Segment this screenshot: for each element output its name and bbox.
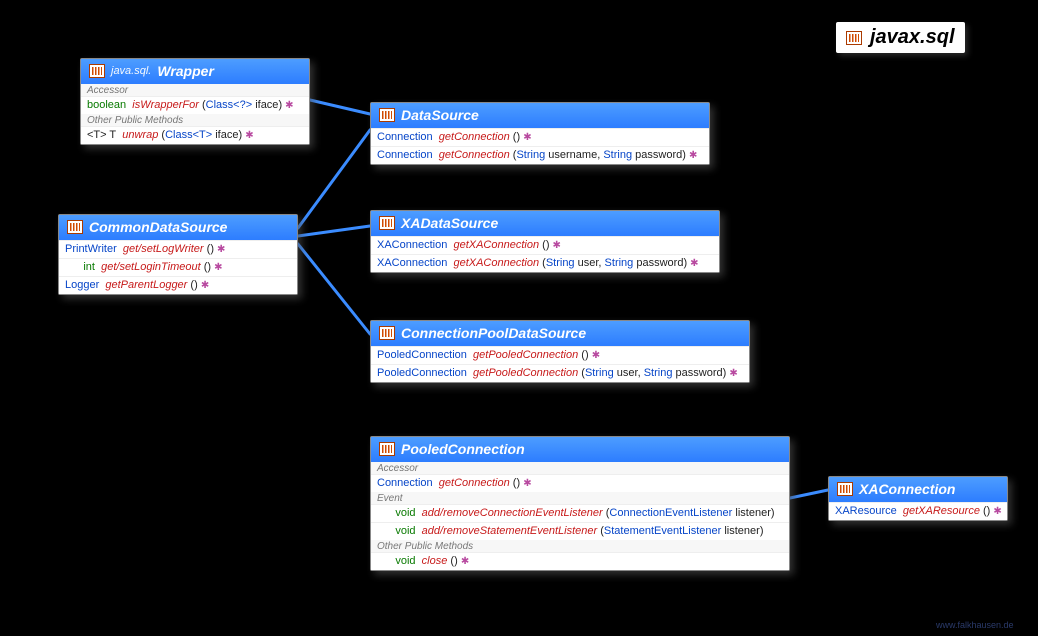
class-header: ConnectionPoolDataSource — [371, 321, 749, 346]
class-name: CommonDataSource — [89, 219, 227, 235]
class-header: java.sql. Wrapper — [81, 59, 309, 84]
interface-icon — [379, 216, 395, 230]
interface-icon — [379, 442, 395, 456]
method-row: XAResource getXAResource () ✱ — [829, 502, 1007, 520]
interface-icon — [837, 482, 853, 496]
method-row: Logger getParentLogger () ✱ — [59, 276, 297, 294]
method-row: Connection getConnection () ✱ — [371, 128, 709, 146]
class-name: PooledConnection — [401, 441, 525, 457]
class-header: PooledConnection — [371, 437, 789, 462]
interface-icon — [379, 108, 395, 122]
method-row: PooledConnection getPooledConnection () … — [371, 346, 749, 364]
class-header: XAConnection — [829, 477, 1007, 502]
package-title-text: javax.sql — [870, 26, 955, 49]
method-row: Connection getConnection (String usernam… — [371, 146, 709, 164]
class-box-poolds: ConnectionPoolDataSource PooledConnection… — [370, 320, 750, 383]
interface-icon — [89, 64, 105, 78]
section-label: Event — [371, 492, 789, 504]
class-name: XADataSource — [401, 215, 498, 231]
class-name: XAConnection — [859, 481, 955, 497]
section-label: Accessor — [81, 84, 309, 96]
method-row: XAConnection getXAConnection (String use… — [371, 254, 719, 272]
class-box-common: CommonDataSource PrintWriter get/setLogWr… — [58, 214, 298, 295]
method-row: int get/setLoginTimeout () ✱ — [59, 258, 297, 276]
class-box-wrapper: java.sql. Wrapper Accessorboolean isWrappe… — [80, 58, 310, 145]
class-box-pooledconn: PooledConnection AccessorConnection getCo… — [370, 436, 790, 571]
class-header: CommonDataSource — [59, 215, 297, 240]
section-label: Other Public Methods — [371, 540, 789, 552]
interface-icon — [379, 326, 395, 340]
class-box-xadatasource: XADataSource XAConnection getXAConnection… — [370, 210, 720, 273]
class-box-datasource: DataSource Connection getConnection () ✱C… — [370, 102, 710, 165]
package-title: javax.sql — [836, 22, 965, 53]
class-package: java.sql. — [111, 65, 151, 77]
class-box-xaconn: XAConnection XAResource getXAResource () … — [828, 476, 1008, 521]
method-row: XAConnection getXAConnection () ✱ — [371, 236, 719, 254]
class-header: DataSource — [371, 103, 709, 128]
class-header: XADataSource — [371, 211, 719, 236]
method-row: Connection getConnection () ✱ — [371, 474, 789, 492]
method-row: void add/removeStatementEventListener (S… — [371, 522, 789, 540]
method-row: void close () ✱ — [371, 552, 789, 570]
section-label: Accessor — [371, 462, 789, 474]
watermark: www.falkhausen.de — [936, 620, 1014, 630]
class-name: Wrapper — [157, 63, 214, 79]
class-name: DataSource — [401, 107, 479, 123]
method-row: boolean isWrapperFor (Class<?> iface) ✱ — [81, 96, 309, 114]
interface-icon — [67, 220, 83, 234]
method-row: PrintWriter get/setLogWriter () ✱ — [59, 240, 297, 258]
method-row: <T> T unwrap (Class<T> iface) ✱ — [81, 126, 309, 144]
section-label: Other Public Methods — [81, 114, 309, 126]
method-row: PooledConnection getPooledConnection (St… — [371, 364, 749, 382]
class-name: ConnectionPoolDataSource — [401, 325, 586, 341]
method-row: void add/removeConnectionEventListener (… — [371, 504, 789, 522]
package-icon — [846, 31, 862, 45]
